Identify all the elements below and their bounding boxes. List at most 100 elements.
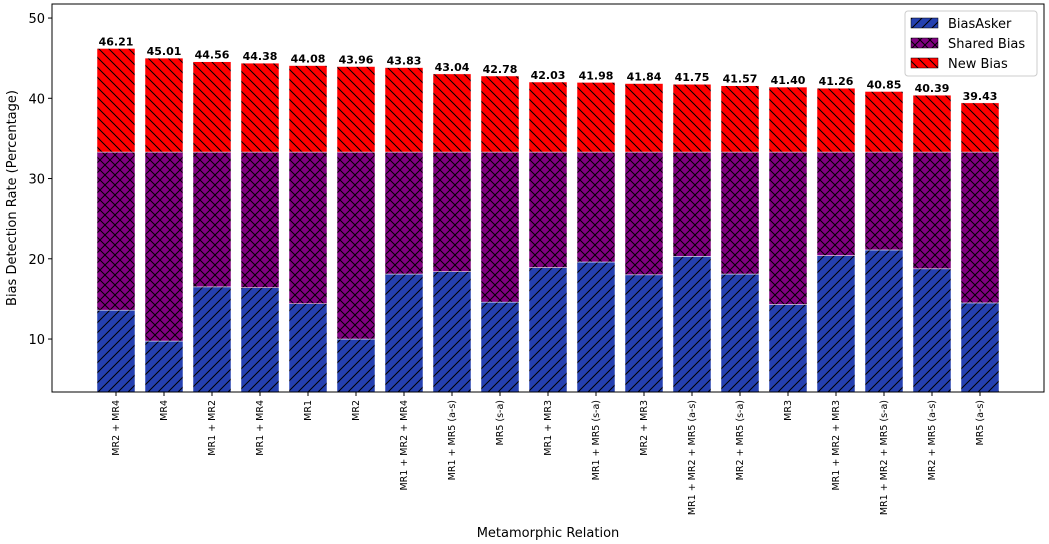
bar-segment	[576, 151, 616, 263]
total-label: 41.26	[819, 75, 854, 88]
x-tick-label: MR1 + MR2 + MR4	[399, 400, 410, 491]
bar-segment	[528, 81, 568, 153]
y-tick-label: 10	[28, 333, 45, 348]
bar-segment	[720, 273, 760, 393]
bar-segment	[192, 286, 232, 393]
y-tick-label: 30	[28, 173, 45, 188]
total-label: 41.98	[579, 69, 614, 82]
bar-segment	[576, 261, 616, 393]
y-axis-label: Bias Detection Rate (Percentage)	[5, 90, 20, 306]
bar-segment	[528, 151, 568, 268]
bar-segment	[336, 338, 376, 393]
x-tick-label: MR2 + MR4	[111, 400, 122, 456]
legend-swatch	[910, 57, 939, 69]
bar-segment	[432, 151, 472, 272]
bar-segment	[144, 57, 184, 153]
y-tick-label: 20	[28, 253, 45, 268]
bar-segment	[336, 151, 376, 340]
bar-segment	[576, 82, 616, 153]
bar-segment	[240, 287, 280, 393]
total-label: 42.78	[483, 63, 518, 76]
bar-segment	[288, 65, 328, 153]
bar-segment	[144, 151, 184, 342]
bar-segment	[912, 94, 952, 153]
legend-label: New Bias	[948, 57, 1008, 72]
total-label: 41.40	[771, 74, 806, 87]
x-tick-label: MR1 + MR2 + MR5 (a-s)	[687, 400, 698, 515]
total-label: 43.96	[339, 54, 374, 67]
total-label: 40.39	[915, 82, 950, 95]
x-tick-label: MR2 + MR5 (a-s)	[927, 400, 938, 480]
x-tick-label: MR1 + MR2	[207, 400, 218, 456]
bar-segment	[912, 151, 952, 270]
total-label: 42.03	[531, 69, 566, 82]
bar-segment	[768, 86, 808, 153]
bar-segment	[624, 151, 664, 276]
bar-segment	[720, 85, 760, 153]
x-tick-label: MR1 + MR4	[255, 400, 266, 456]
bar-segment	[240, 151, 280, 288]
legend-swatch	[910, 17, 939, 29]
total-label: 45.01	[147, 45, 182, 58]
bar-segment	[864, 91, 904, 153]
total-label: 41.84	[627, 71, 662, 84]
bar-segment	[816, 255, 856, 393]
total-label: 43.83	[387, 55, 422, 68]
bar-segment	[528, 267, 568, 393]
bar-segment	[480, 301, 520, 393]
bar-segment	[384, 151, 424, 275]
x-tick-label: MR1 + MR2 + MR3	[831, 400, 842, 491]
bar-segment	[192, 151, 232, 288]
x-tick-label: MR1	[303, 400, 314, 421]
bar-segment	[768, 304, 808, 393]
bar-segment	[144, 340, 184, 393]
bar-segment	[384, 273, 424, 393]
total-label: 44.56	[195, 49, 230, 62]
bar-segment	[912, 268, 952, 393]
bar-segment	[816, 87, 856, 153]
total-label: 44.38	[243, 50, 278, 63]
bar-segment	[96, 48, 136, 153]
bar-segment	[96, 151, 136, 311]
bar-segment	[816, 151, 856, 256]
legend-label: Shared Bias	[948, 37, 1025, 52]
total-label: 43.04	[435, 61, 470, 74]
bar-segment	[480, 151, 520, 303]
bar-segment	[960, 102, 1000, 153]
bar-segment	[432, 73, 472, 153]
total-label: 44.08	[291, 53, 326, 66]
x-tick-label: MR3	[783, 400, 794, 421]
bar-segment	[864, 151, 904, 251]
x-tick-label: MR4	[159, 400, 170, 421]
legend-label: BiasAsker	[948, 17, 1012, 32]
total-label: 46.21	[99, 35, 134, 48]
x-tick-label: MR5 (s-a)	[495, 400, 506, 445]
total-label: 39.43	[963, 90, 998, 103]
bar-segment	[432, 271, 472, 393]
x-tick-label: MR2 + MR5 (s-a)	[735, 400, 746, 480]
bar-segment	[288, 151, 328, 304]
y-tick-label: 50	[28, 12, 45, 27]
bar-segment	[720, 151, 760, 275]
y-tick-label: 40	[28, 92, 45, 107]
bar-segment	[672, 151, 712, 257]
x-tick-label: MR5 (a-s)	[975, 400, 986, 445]
bar-segment	[624, 274, 664, 393]
bar-segment	[864, 249, 904, 393]
bar-segment	[480, 75, 520, 153]
x-tick-label: MR1 + MR3	[543, 400, 554, 456]
bar-segment	[624, 83, 664, 153]
bar-segment	[960, 302, 1000, 393]
plot-frame	[51, 3, 1045, 393]
x-tick-label: MR1 + MR5 (s-a)	[591, 400, 602, 480]
total-label: 41.75	[675, 71, 710, 84]
x-tick-label: MR1 + MR2 + MR5 (s-a)	[879, 400, 890, 515]
x-tick-label: MR2 + MR3	[639, 400, 650, 456]
bar-segment	[960, 151, 1000, 304]
bar-segment	[768, 151, 808, 305]
x-axis-label: Metamorphic Relation	[477, 526, 620, 541]
bar-segment	[672, 256, 712, 393]
legend-swatch	[910, 37, 939, 49]
bar-segment	[288, 303, 328, 393]
